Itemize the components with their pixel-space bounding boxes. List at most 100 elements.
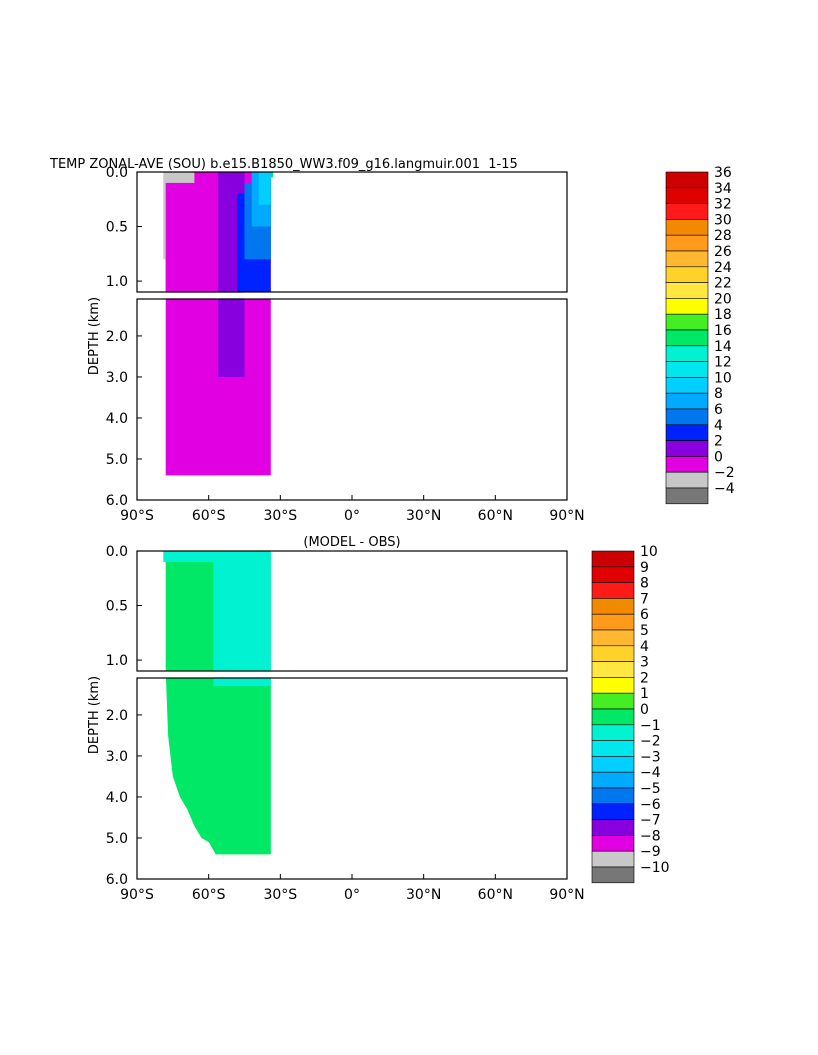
top-xtick-label: 90°S: [120, 508, 154, 524]
top-colorbar-label: 22: [714, 276, 732, 292]
bottom-xtick-label: 0°: [344, 887, 360, 903]
top-xtick-label: 30°S: [263, 508, 297, 524]
top-ytick-label: 5.0: [106, 452, 128, 468]
bottom-colorbar-label: 5: [640, 623, 649, 639]
top-colorbar-label: −2: [714, 465, 735, 481]
bottom-y-ticks: 0.0 0.5 1.0 2.0 3.0 4.0 5.0 6.0: [106, 544, 142, 888]
bottom-colorbar-swatch: [591, 835, 635, 852]
bottom-xtick-label: 30°N: [406, 887, 441, 903]
top-colorbar-swatch: [665, 456, 709, 473]
top-colorbar-swatch: [665, 187, 709, 204]
top-xtick-label: 0°: [344, 508, 360, 524]
bottom-colorbar-swatch: [591, 819, 635, 836]
top-ytick-label: 4.0: [106, 411, 128, 427]
bottom-ytick-label: 2.0: [106, 708, 128, 724]
top-colorbar-swatch: [665, 471, 709, 489]
top-xtick-label: 90°N: [549, 508, 584, 524]
top-colorbar-swatch: [665, 377, 709, 394]
top-colorbar-label: 32: [714, 197, 732, 213]
top-ytick-label: 0.5: [106, 220, 128, 236]
bottom-colorbar-label: 0: [640, 702, 649, 718]
bottom-ytick-label: 6.0: [106, 872, 128, 888]
bottom-colorbar-swatch: [591, 708, 635, 726]
bottom-colorbar-swatch: [591, 866, 635, 884]
bottom-difference-field: [137, 551, 567, 855]
top-colorbar-swatch: [665, 298, 709, 315]
main-title: TEMP ZONAL-AVE (SOU) b.e15.B1850_WW3.f09…: [49, 157, 522, 172]
bottom-ytick-label: 5.0: [106, 831, 128, 847]
top-region-7: [270, 172, 274, 178]
top-temperature-field: [137, 172, 567, 476]
top-region-6: [258, 172, 271, 205]
bottom-colorbar-label: −9: [640, 844, 661, 860]
bottom-colorbar-swatch: [591, 740, 635, 757]
bottom-colorbar-label: −3: [640, 749, 661, 765]
bottom-xtick-label: 30°S: [263, 887, 297, 903]
bottom-colorbar-label: 4: [640, 639, 649, 655]
top-colorbar-label: 30: [714, 212, 732, 228]
bottom-ytick-label: 0.5: [106, 599, 128, 615]
top-colorbar-swatch: [665, 345, 709, 362]
bottom-colorbar-swatch: [591, 724, 635, 741]
top-colorbar-label: 10: [714, 370, 732, 386]
bottom-colorbar-label: 10: [640, 544, 658, 560]
bottom-colorbar-label: 3: [640, 655, 649, 671]
bottom-upper-frame: [136, 550, 568, 672]
top-colorbar-label: 16: [714, 323, 732, 339]
bottom-colorbar-swatch: [591, 645, 635, 662]
top-colorbar-swatch: [665, 219, 709, 236]
bottom-xtick-label: 60°S: [192, 887, 226, 903]
top-panel-gap-top: [137, 292, 567, 299]
top-colorbar-swatch: [665, 250, 709, 268]
top-ytick-label: 2.0: [106, 329, 128, 345]
top-colorbar-swatch: [665, 440, 709, 457]
bottom-colorbar-label: 6: [640, 607, 649, 623]
top-colorbar-label: 0: [714, 449, 723, 465]
top-colorbar-label: 4: [714, 418, 723, 434]
bottom-region-2: [223, 829, 238, 843]
top-upper-frame: [136, 171, 568, 293]
bottom-colorbar-label: 9: [640, 560, 649, 576]
bottom-colorbar-swatch: [591, 803, 635, 820]
top-colorbar-label: −4: [714, 481, 735, 497]
top-colorbar-swatch: [665, 313, 709, 331]
bottom-colorbar-label: −6: [640, 797, 661, 813]
top-colorbar-label: 2: [714, 434, 723, 450]
bottom-subtitle: (MODEL - OBS): [303, 535, 400, 550]
top-colorbar-swatch: [665, 424, 709, 441]
top-x-ticks: 90°S 60°S 30°S 0° 30°N 60°N 90°N: [120, 495, 585, 524]
bottom-panel-gap-top: [137, 671, 567, 678]
top-ytick-label: 0.0: [106, 165, 128, 181]
top-colorbar-label: 6: [714, 402, 723, 418]
bottom-colorbar-swatch: [591, 756, 635, 773]
bottom-ylabel: DEPTH (km): [87, 676, 102, 754]
top-colorbar-label: 26: [714, 244, 732, 260]
top-colorbar-label: 12: [714, 355, 732, 371]
top-y-ticks: 0.0 0.5 1.0 2.0 3.0 4.0 5.0 6.0: [106, 165, 142, 509]
bottom-ytick-label: 1.0: [106, 653, 128, 669]
bottom-colorbar-swatch: [591, 850, 635, 868]
bottom-colorbar-swatch: [591, 613, 635, 631]
bottom-ytick-label: 4.0: [106, 790, 128, 806]
top-colorbar-swatch: [665, 361, 709, 378]
bottom-colorbar-label: 8: [640, 576, 649, 592]
bottom-xtick-label: 60°N: [478, 887, 513, 903]
top-colorbar-swatch: [665, 408, 709, 426]
bottom-colorbar-label: 7: [640, 591, 649, 607]
top-xtick-label: 60°S: [192, 508, 226, 524]
bottom-colorbar-label: −4: [640, 765, 661, 781]
bottom-colorbar-swatch: [591, 550, 635, 568]
bottom-ytick-label: 3.0: [106, 749, 128, 765]
top-colorbar-label: 24: [714, 260, 732, 276]
top-colorbar-label: 8: [714, 386, 723, 402]
top-colorbar-swatch: [665, 329, 709, 347]
top-colorbar-swatch: [665, 392, 709, 410]
top-xtick-label: 30°N: [406, 508, 441, 524]
top-colorbar-label: 20: [714, 291, 732, 307]
bottom-region-0: [163, 551, 271, 562]
bottom-colorbar-label: −8: [640, 828, 661, 844]
bottom-colorbar-swatch: [591, 787, 635, 805]
bottom-colorbar-label: 1: [640, 686, 649, 702]
